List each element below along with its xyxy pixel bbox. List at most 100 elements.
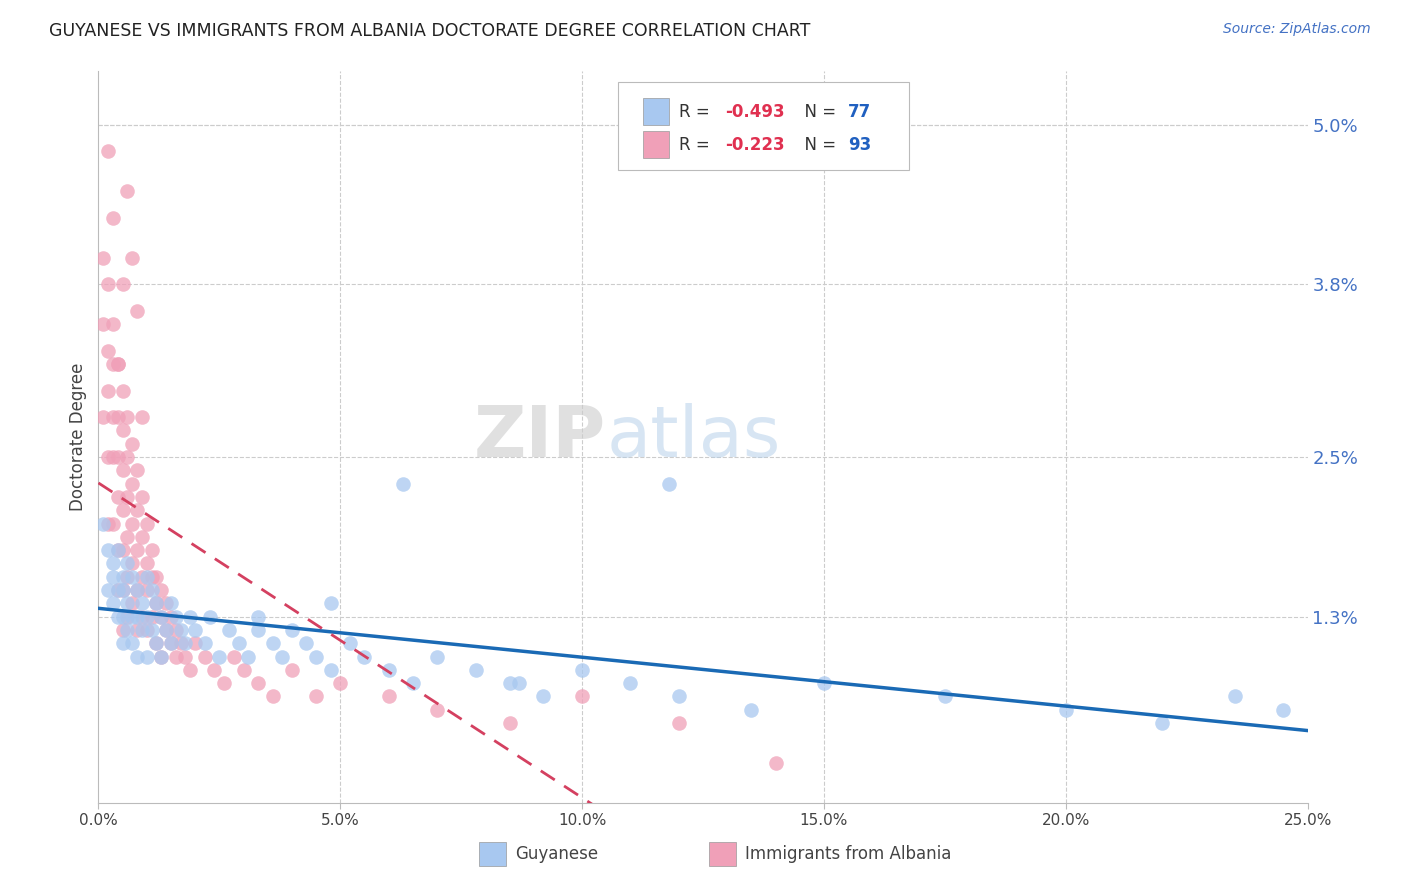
Point: [121, 557, 143, 571]
Point: [127, 582, 149, 597]
Point: [111, 384, 134, 398]
Point: [111, 543, 134, 558]
Point: [765, 756, 787, 770]
Point: [145, 596, 167, 610]
Point: [339, 636, 361, 650]
Point: [131, 530, 153, 544]
Point: [212, 676, 235, 690]
Point: [238, 649, 260, 664]
Point: [194, 649, 217, 664]
Point: [198, 609, 221, 624]
Point: [121, 476, 143, 491]
Point: [135, 582, 157, 597]
Point: [107, 410, 129, 425]
Point: [571, 690, 593, 704]
Text: atlas: atlas: [606, 402, 780, 472]
Point: [117, 490, 139, 504]
Text: GUYANESE VS IMMIGRANTS FROM ALBANIA DOCTORATE DEGREE CORRELATION CHART: GUYANESE VS IMMIGRANTS FROM ALBANIA DOCT…: [49, 22, 811, 40]
Point: [271, 649, 294, 664]
Point: [117, 596, 139, 610]
Point: [232, 663, 254, 677]
Point: [101, 570, 124, 584]
Point: [135, 570, 157, 584]
Point: [101, 211, 124, 225]
Point: [426, 703, 449, 717]
Point: [141, 570, 163, 584]
Point: [222, 649, 245, 664]
Point: [131, 410, 153, 425]
Point: [131, 596, 153, 610]
Text: R =: R =: [679, 103, 714, 120]
Point: [97, 384, 120, 398]
Point: [145, 636, 167, 650]
Point: [97, 343, 120, 358]
Point: [174, 636, 197, 650]
Point: [498, 716, 520, 731]
Bar: [643, 98, 669, 126]
Point: [165, 609, 187, 624]
Point: [131, 490, 153, 504]
Point: [101, 596, 124, 610]
Text: Guyanese: Guyanese: [516, 845, 599, 863]
Point: [281, 663, 304, 677]
Point: [117, 570, 139, 584]
Point: [111, 623, 134, 637]
Point: [135, 609, 157, 624]
Bar: [709, 842, 735, 866]
Point: [160, 596, 183, 610]
Point: [135, 623, 157, 637]
Text: Immigrants from Albania: Immigrants from Albania: [745, 845, 952, 863]
Point: [319, 596, 342, 610]
Point: [392, 476, 415, 491]
Point: [155, 596, 177, 610]
Point: [121, 596, 143, 610]
Point: [127, 503, 149, 517]
Point: [101, 410, 124, 425]
Point: [141, 609, 163, 624]
Point: [141, 623, 163, 637]
Point: [353, 649, 375, 664]
Y-axis label: Doctorate Degree: Doctorate Degree: [69, 363, 87, 511]
Point: [179, 609, 201, 624]
Point: [813, 676, 835, 690]
Point: [111, 582, 134, 597]
Point: [127, 303, 149, 318]
Point: [107, 543, 129, 558]
Text: 93: 93: [848, 136, 872, 153]
Point: [464, 663, 486, 677]
Point: [228, 636, 250, 650]
Point: [111, 463, 134, 477]
Point: [204, 663, 226, 677]
Point: [1272, 703, 1295, 717]
Point: [508, 676, 530, 690]
Point: [101, 357, 124, 371]
Text: 77: 77: [848, 103, 872, 120]
Point: [165, 649, 187, 664]
Point: [402, 676, 425, 690]
Point: [117, 410, 139, 425]
Point: [111, 609, 134, 624]
Point: [1152, 716, 1174, 731]
Point: [121, 636, 143, 650]
Bar: [643, 130, 669, 159]
Point: [91, 410, 114, 425]
Point: [668, 690, 690, 704]
Point: [668, 716, 690, 731]
Point: [111, 570, 134, 584]
Point: [319, 663, 342, 677]
Point: [150, 609, 173, 624]
Point: [111, 277, 134, 292]
Point: [658, 476, 681, 491]
Point: [107, 543, 129, 558]
Point: [295, 636, 318, 650]
Point: [160, 636, 183, 650]
Point: [305, 649, 328, 664]
Point: [121, 436, 143, 450]
Point: [155, 623, 177, 637]
Point: [111, 424, 134, 438]
Point: [740, 703, 762, 717]
Point: [131, 609, 153, 624]
Point: [377, 690, 399, 704]
Point: [169, 636, 191, 650]
Point: [97, 144, 120, 158]
